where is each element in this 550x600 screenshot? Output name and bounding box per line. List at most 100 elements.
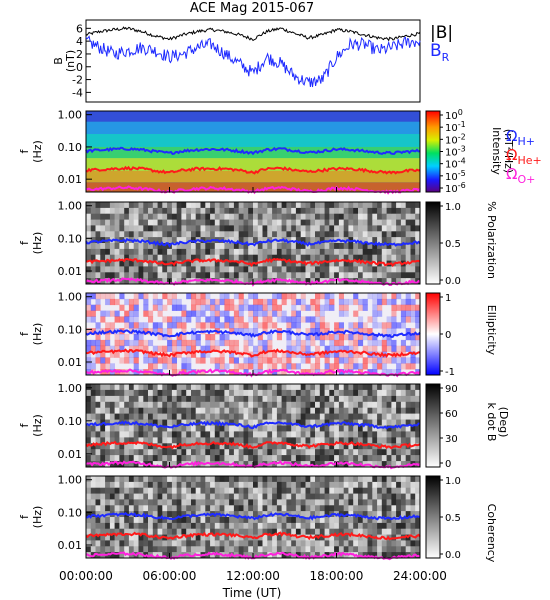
ellipticity-pixel bbox=[396, 363, 402, 370]
kdotb-pixel bbox=[152, 455, 158, 462]
ellipticity-pixel bbox=[324, 322, 330, 329]
ellipticity-pixel bbox=[377, 310, 383, 317]
ellipticity-pixel bbox=[248, 357, 254, 364]
kdotb-pixel bbox=[381, 407, 387, 414]
polarization-pixel bbox=[109, 248, 115, 256]
kdotb-pixel bbox=[200, 455, 206, 462]
ellipticity-pixel bbox=[281, 310, 287, 317]
coherency-pixel bbox=[214, 481, 220, 489]
kdotb-pixel bbox=[367, 431, 373, 438]
kdotb-pixel bbox=[186, 425, 192, 432]
kdotb-pixel bbox=[148, 384, 154, 391]
kdotb-pixel bbox=[396, 461, 402, 468]
polarization-pixel bbox=[295, 213, 301, 220]
coherency-pixel bbox=[267, 546, 273, 553]
polarization-pixel bbox=[238, 231, 244, 238]
polarization-pixel bbox=[229, 219, 235, 226]
kdotb-pixel bbox=[377, 455, 383, 462]
coherency-pixel bbox=[133, 493, 139, 500]
coherency-pixel bbox=[386, 481, 392, 489]
coherency-pixel bbox=[381, 493, 387, 500]
polarization-pixel bbox=[214, 266, 220, 273]
kdotb-pixel bbox=[381, 413, 387, 420]
coherency-pixel bbox=[391, 487, 397, 494]
polarization-pixel bbox=[391, 207, 397, 215]
coherency-pixel bbox=[295, 493, 301, 500]
coherency-pixel bbox=[291, 522, 297, 530]
ellipticity-pixel bbox=[243, 298, 249, 306]
kdotb-pixel bbox=[152, 419, 158, 426]
ellipticity-pixel bbox=[319, 322, 325, 329]
polarization-pixel bbox=[386, 225, 392, 232]
coherency-pixel bbox=[138, 534, 144, 541]
kdotb-pixel bbox=[372, 461, 378, 468]
kdotb-pixel bbox=[343, 389, 349, 397]
coherency-pixel bbox=[162, 505, 168, 512]
polarization-pixel bbox=[391, 219, 397, 226]
ellipticity-pixel bbox=[334, 322, 340, 329]
coherency-pixel bbox=[186, 546, 192, 553]
ellipticity-pixel bbox=[267, 322, 273, 329]
coherency-pixel bbox=[286, 522, 292, 530]
coherency-pixel bbox=[219, 522, 225, 530]
kdotb-pixel bbox=[229, 401, 235, 408]
polarization-pixel bbox=[181, 202, 187, 209]
kdotb-pixel bbox=[405, 449, 411, 456]
kdotb-pixel bbox=[338, 389, 344, 397]
kdotb-pixel bbox=[362, 419, 368, 426]
coherency-pixel bbox=[205, 517, 211, 524]
ellipticity-pixel bbox=[310, 328, 316, 335]
kdotb-pixel bbox=[105, 437, 111, 444]
polarization-pixel bbox=[124, 248, 130, 256]
coherency-pixel bbox=[377, 505, 383, 512]
polarization-pixel bbox=[148, 254, 154, 261]
coherency-pixel bbox=[133, 505, 139, 512]
h-gyro-line bbox=[85, 146, 421, 156]
polarization-pixel bbox=[176, 231, 182, 238]
coherency-pixel bbox=[405, 528, 411, 535]
kdotb-pixel bbox=[181, 389, 187, 397]
polarization-pixel bbox=[167, 213, 173, 220]
coherency-pixel bbox=[338, 522, 344, 530]
kdotb-pixel bbox=[276, 431, 282, 438]
kdotb-pixel bbox=[219, 407, 225, 414]
kdotb-pixel bbox=[157, 407, 163, 414]
ellipticity-pixel bbox=[162, 363, 168, 370]
kdotb-pixel bbox=[200, 407, 206, 414]
kdotb-pixel bbox=[295, 449, 301, 456]
kdotb-pixel bbox=[276, 449, 282, 456]
polarization-pixel bbox=[224, 213, 230, 220]
kdotb-pixel bbox=[124, 407, 130, 414]
kdotb-pixel bbox=[338, 443, 344, 450]
polarization-colorbar-label: % Polarization bbox=[485, 201, 498, 279]
ellipticity-pixel bbox=[334, 334, 340, 341]
ellipticity-pixel bbox=[319, 293, 325, 300]
polarization-pixel bbox=[410, 260, 416, 267]
coherency-pixel bbox=[167, 505, 173, 512]
kdotb-pixel bbox=[195, 407, 201, 414]
coherency-pixel bbox=[167, 517, 173, 524]
ellipticity-pixel bbox=[410, 339, 416, 347]
coherency-pixel bbox=[381, 481, 387, 489]
kdotb-pixel bbox=[95, 401, 101, 408]
polarization-pixel bbox=[114, 272, 120, 279]
polarization-pixel bbox=[143, 225, 149, 232]
coherency-pixel bbox=[338, 487, 344, 494]
coherency-pixel bbox=[400, 511, 406, 518]
coherency-pixel bbox=[167, 546, 173, 553]
polarization-pixel bbox=[391, 254, 397, 261]
kdotb-pixel bbox=[219, 401, 225, 408]
polarization-pixel bbox=[272, 248, 278, 256]
h-gyro-line bbox=[85, 512, 420, 521]
kdotb-pixel bbox=[372, 425, 378, 432]
coherency-pixel bbox=[195, 493, 201, 500]
coherency-pixel bbox=[319, 476, 325, 483]
polarization-pixel bbox=[386, 278, 392, 285]
kdotb-pixel bbox=[90, 443, 96, 450]
coherency-pixel bbox=[291, 546, 297, 553]
polarization-pixel bbox=[86, 266, 92, 273]
kdotb-pixel bbox=[315, 419, 321, 426]
kdotb-pixel bbox=[305, 395, 311, 403]
kdotb-pixel bbox=[200, 413, 206, 420]
kdotb-pixel bbox=[167, 407, 173, 414]
